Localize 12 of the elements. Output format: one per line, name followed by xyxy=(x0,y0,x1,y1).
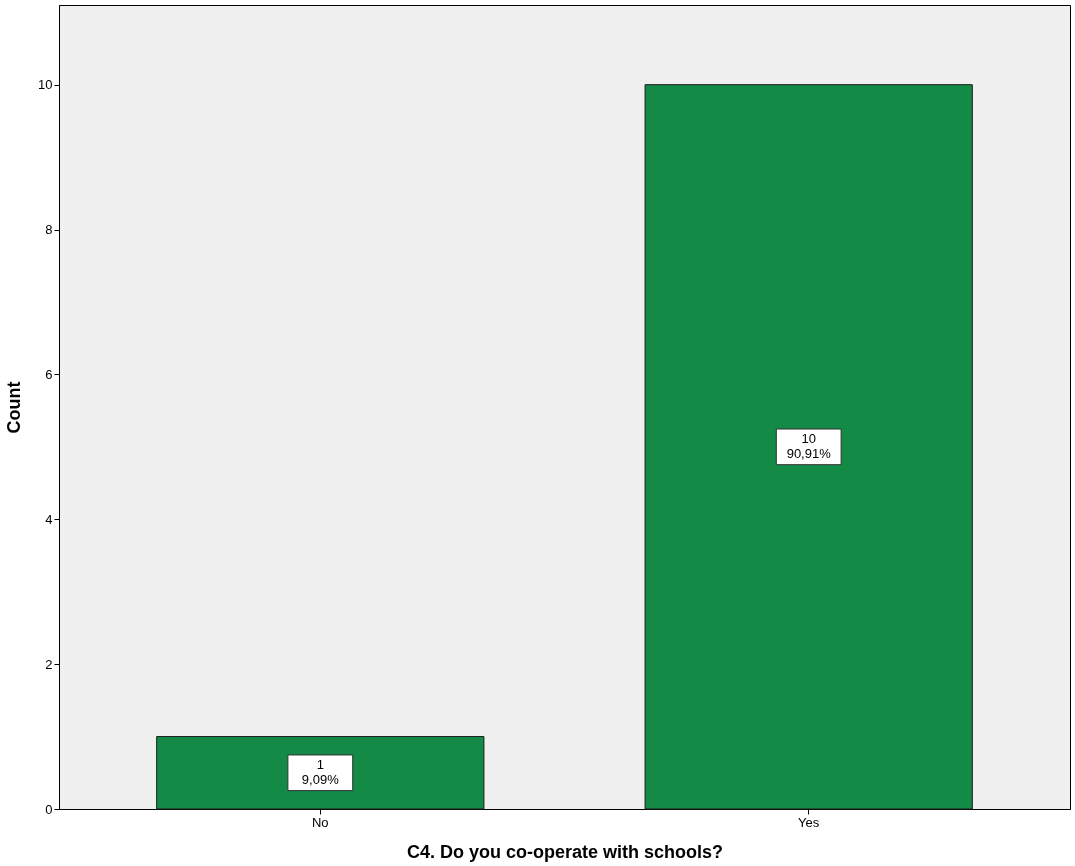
y-tick-label: 6 xyxy=(45,366,53,382)
y-tick-label: 2 xyxy=(45,656,53,672)
y-tick-label: 4 xyxy=(45,511,53,527)
data-label: 10 90,91% xyxy=(786,431,832,462)
y-axis-title: Count xyxy=(4,381,25,434)
y-tick-label: 0 xyxy=(45,801,53,817)
y-tick-label: 10 xyxy=(38,77,53,93)
x-tick-label: No xyxy=(311,814,329,830)
y-tick-label: 8 xyxy=(45,222,53,238)
x-tick-label: Yes xyxy=(798,814,820,830)
x-axis-title: C4. Do you co-operate with schools? xyxy=(406,841,724,862)
data-label: 1 9,09% xyxy=(301,757,340,788)
